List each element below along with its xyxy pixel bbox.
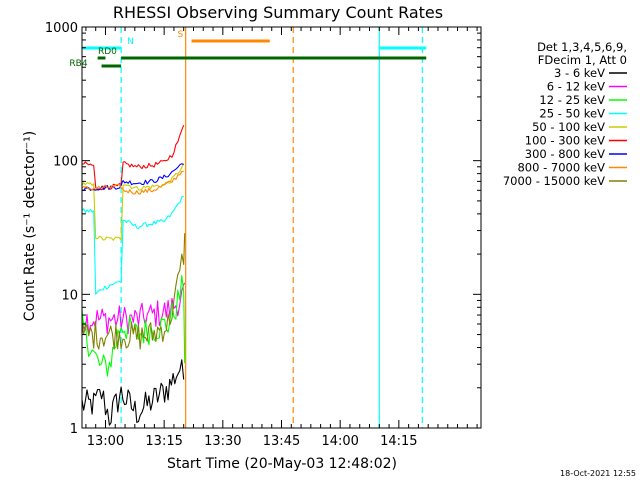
timestamp: 18-Oct-2021 12:55 (560, 469, 636, 478)
legend: Det 1,3,4,5,6,9, FDecim 1, Att 0 3 - 6 k… (503, 40, 627, 188)
x-axis-label: Start Time (20-May-03 12:48:02) (167, 456, 397, 472)
legend-label-100-300-kev: 100 - 300 keV (525, 134, 605, 148)
annotation-label-n: N (127, 37, 134, 47)
legend-label-7000-15000-kev: 7000 - 15000 keV (503, 174, 605, 188)
x-tick-label: 13:15 (145, 434, 182, 449)
legend-header-line-2: FDecim 1, Att 0 (538, 53, 627, 67)
annotation-label-rb4: RB4 (69, 59, 87, 69)
y-tick-label: 10 (61, 288, 78, 303)
y-axis-label: Count Rate (s⁻¹ detector⁻¹) (22, 131, 38, 321)
y-tick-label: 1000 (45, 21, 78, 36)
legend-label-300-800-kev: 300 - 800 keV (525, 147, 605, 161)
chart-title: RHESSI Observing Summary Count Rates (113, 3, 443, 22)
x-tick-label: 13:30 (204, 434, 241, 449)
legend-label-6-12-kev: 6 - 12 keV (547, 80, 605, 94)
legend-header-line-1: Det 1,3,4,5,6,9, (537, 40, 627, 54)
legend-label-12-25-kev: 12 - 25 keV (539, 93, 605, 107)
legend-label-25-50-kev: 25 - 50 keV (539, 107, 605, 121)
x-tick-label: 13:45 (263, 434, 300, 449)
y-tick-label: 1 (70, 422, 78, 437)
x-tick-label: 13:00 (87, 434, 124, 449)
x-tick-label: 14:15 (380, 434, 417, 449)
plot-area (82, 27, 481, 428)
annotation-label-s: S (178, 30, 184, 40)
legend-label-3-6-kev: 3 - 6 keV (554, 66, 605, 80)
y-tick-label: 100 (53, 155, 78, 170)
legend-label-50-100-kev: 50 - 100 keV (532, 120, 605, 134)
legend-label-800-7000-kev: 800 - 7000 keV (517, 161, 605, 175)
annotation-label-rd0: RD0 (98, 47, 117, 57)
x-tick-label: 14:00 (321, 434, 358, 449)
